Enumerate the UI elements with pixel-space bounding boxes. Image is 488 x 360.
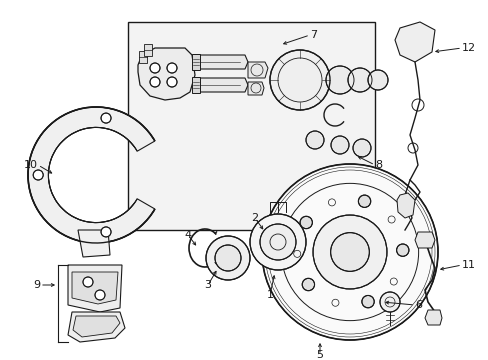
Circle shape xyxy=(347,68,371,92)
Circle shape xyxy=(302,278,314,291)
Circle shape xyxy=(150,77,160,87)
Polygon shape xyxy=(139,51,147,63)
Text: 1: 1 xyxy=(266,290,273,300)
Circle shape xyxy=(262,164,437,340)
Text: 7: 7 xyxy=(309,30,317,40)
Text: 3: 3 xyxy=(204,280,211,290)
Circle shape xyxy=(95,290,105,300)
Polygon shape xyxy=(143,44,152,56)
Circle shape xyxy=(330,136,348,154)
Circle shape xyxy=(167,63,177,73)
Text: 9: 9 xyxy=(33,280,40,290)
Polygon shape xyxy=(247,82,264,95)
Circle shape xyxy=(358,195,370,207)
Circle shape xyxy=(205,236,249,280)
Text: 11: 11 xyxy=(461,260,475,270)
Circle shape xyxy=(312,215,386,289)
Text: 8: 8 xyxy=(374,160,381,170)
Polygon shape xyxy=(78,230,110,257)
Polygon shape xyxy=(394,22,434,62)
Circle shape xyxy=(215,245,241,271)
Text: 10: 10 xyxy=(24,160,38,170)
Circle shape xyxy=(361,296,373,308)
Text: 5: 5 xyxy=(316,350,323,360)
Circle shape xyxy=(396,244,408,256)
Polygon shape xyxy=(247,62,267,78)
Text: 2: 2 xyxy=(251,213,258,223)
Polygon shape xyxy=(192,77,200,93)
Polygon shape xyxy=(424,310,441,325)
Polygon shape xyxy=(195,55,247,69)
Polygon shape xyxy=(68,312,125,342)
Circle shape xyxy=(330,233,368,271)
Circle shape xyxy=(352,139,370,157)
Bar xyxy=(128,22,374,230)
Polygon shape xyxy=(72,272,118,304)
Circle shape xyxy=(167,77,177,87)
Circle shape xyxy=(101,227,111,237)
Polygon shape xyxy=(195,78,247,92)
Polygon shape xyxy=(192,54,200,70)
Circle shape xyxy=(269,50,329,110)
Circle shape xyxy=(260,224,295,260)
Circle shape xyxy=(83,277,93,287)
Polygon shape xyxy=(138,48,195,100)
Polygon shape xyxy=(68,265,122,312)
Circle shape xyxy=(325,66,353,94)
Circle shape xyxy=(305,131,324,149)
Text: 4: 4 xyxy=(184,230,191,240)
Polygon shape xyxy=(73,316,120,337)
Circle shape xyxy=(150,63,160,73)
Circle shape xyxy=(379,292,399,312)
Text: 12: 12 xyxy=(461,43,475,53)
Circle shape xyxy=(300,216,312,229)
Polygon shape xyxy=(414,232,434,248)
Polygon shape xyxy=(28,107,155,243)
Text: 6: 6 xyxy=(414,300,421,310)
Circle shape xyxy=(33,170,43,180)
Polygon shape xyxy=(396,193,414,218)
Circle shape xyxy=(367,70,387,90)
Circle shape xyxy=(249,214,305,270)
Circle shape xyxy=(101,113,111,123)
